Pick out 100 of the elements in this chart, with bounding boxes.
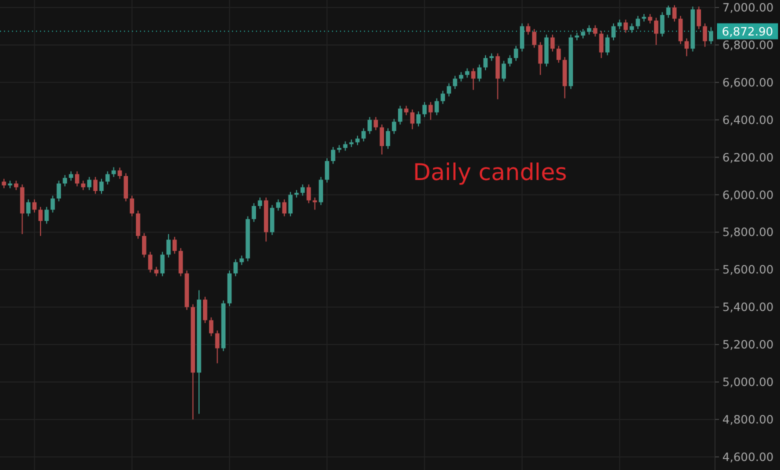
candlestick (611, 22, 616, 41)
candlestick (282, 198, 286, 217)
candlestick (233, 258, 238, 277)
candlestick (702, 22, 708, 48)
candlestick (502, 60, 506, 82)
y-tick-label: 6,600.00 (722, 75, 774, 90)
candlestick (684, 38, 689, 57)
y-tick-label: 4,600.00 (722, 450, 774, 464)
candlestick (386, 128, 390, 150)
candlestick (62, 174, 68, 187)
candlestick (654, 17, 658, 46)
candlestick (526, 22, 530, 36)
candlestick (99, 178, 104, 194)
candlestick (678, 15, 683, 45)
candlestick (130, 195, 134, 217)
candlestick (172, 236, 177, 254)
candlestick (398, 105, 402, 126)
candlestick (446, 82, 452, 97)
candlestick (14, 180, 18, 191)
candlestick (44, 206, 49, 224)
candlestick (38, 206, 43, 236)
candlestick (74, 170, 80, 187)
candlestick (136, 210, 140, 240)
y-tick-label: 6,000.00 (722, 188, 774, 202)
candlestick (605, 34, 610, 56)
candlestick (2, 178, 6, 189)
candlestick (458, 72, 464, 82)
candlestick (483, 54, 488, 71)
candlestick (404, 105, 408, 116)
y-tick-label: 6,200.00 (722, 150, 774, 164)
candlestick (556, 45, 561, 64)
candlestick (240, 255, 244, 266)
candlestick (708, 26, 714, 45)
candlestick (202, 296, 208, 324)
candlestick (112, 166, 116, 178)
candlestick (550, 34, 555, 52)
candlestick (416, 110, 421, 127)
candlestick (434, 98, 439, 116)
candlestick (32, 198, 37, 214)
candlestick (154, 266, 158, 277)
y-tick-label: 5,400.00 (722, 300, 774, 314)
candlestick (288, 191, 293, 217)
candlestick (630, 22, 634, 34)
candlestick (81, 180, 86, 191)
candlestick (410, 109, 414, 130)
y-tick-label: 5,600.00 (722, 262, 774, 277)
candlestick (624, 19, 628, 34)
candlestick (368, 116, 372, 134)
candlestick (330, 146, 336, 164)
candlestick (636, 15, 640, 30)
candlestick (465, 68, 470, 78)
candlestick (252, 202, 256, 222)
candlestick (160, 251, 165, 277)
y-tick-label: 7,000.00 (722, 0, 774, 15)
candlestick (428, 102, 433, 120)
ref-line-label: 6,872.90 (722, 24, 774, 38)
y-tick-label: 5,800.00 (722, 225, 774, 240)
candlestick (440, 90, 445, 104)
candlestick (258, 197, 262, 210)
y-tick-label: 6,400.00 (722, 112, 774, 127)
candlestick (392, 118, 396, 134)
candlestick (452, 75, 458, 90)
candlestick (696, 6, 701, 30)
candlestick (142, 232, 146, 258)
candlestick (599, 30, 604, 59)
candlestick (276, 198, 280, 212)
candlestick (343, 140, 348, 152)
y-tick-label: 4,800.00 (722, 412, 774, 426)
candlestick (56, 180, 61, 202)
candlestick (300, 184, 305, 196)
candlestick (148, 251, 152, 273)
candlestick (324, 158, 330, 184)
candlestick (166, 234, 171, 258)
candlestick (87, 176, 92, 191)
candlestick (532, 28, 536, 48)
candlestick (538, 42, 542, 76)
candlestick (666, 5, 671, 18)
candlestick (318, 176, 324, 206)
candlestick (306, 184, 311, 204)
candlestick (355, 135, 360, 146)
candlestick (178, 248, 183, 277)
candlestick (50, 195, 55, 214)
y-tick-label: 6,800.00 (722, 38, 774, 52)
candlestick (672, 4, 677, 22)
candlestick (477, 64, 482, 82)
candlestick (496, 52, 500, 100)
candlestick (209, 316, 214, 337)
candlestick (422, 102, 427, 118)
y-tick-label: 5,200.00 (722, 338, 774, 352)
candlestick (471, 68, 476, 90)
candlestick (520, 22, 524, 52)
candlestick (93, 176, 98, 194)
candlestick (118, 167, 122, 180)
candlestick (68, 170, 74, 182)
candlestick (361, 128, 366, 142)
candlestick (593, 24, 598, 38)
candlestick (508, 54, 512, 67)
y-tick-label: 5,000.00 (722, 375, 774, 390)
candlestick (380, 124, 384, 155)
annotation: Daily candles (413, 160, 567, 186)
